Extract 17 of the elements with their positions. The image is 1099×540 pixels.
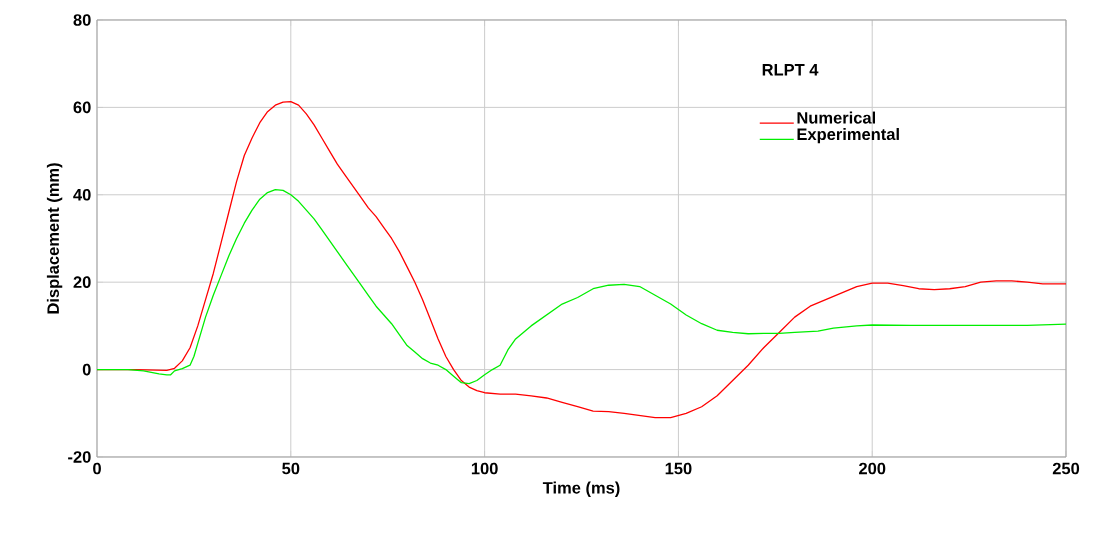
y-axis-title: Displacement (mm) (46, 163, 63, 314)
x-axis-title: Time (ms) (542, 481, 620, 497)
y-tick-label: 0 (82, 363, 91, 376)
y-tick-label: 20 (73, 276, 91, 289)
y-tick-label: 60 (73, 101, 91, 114)
y-tick-label: 80 (73, 14, 91, 26)
x-tick-label: 200 (859, 462, 886, 475)
x-tick-label: 0 (93, 462, 101, 475)
x-tick-label: 50 (282, 462, 300, 475)
legend-title: RLPT 4 (762, 64, 819, 76)
legend-label: Experimental (797, 127, 899, 144)
x-tick-label: 250 (1052, 462, 1080, 475)
y-tick-label: 40 (73, 188, 91, 201)
legend-label: Numerical (797, 111, 876, 124)
y-tick-label: -20 (68, 451, 91, 463)
x-tick-label: 100 (471, 462, 498, 475)
x-tick-label: 150 (665, 462, 692, 475)
